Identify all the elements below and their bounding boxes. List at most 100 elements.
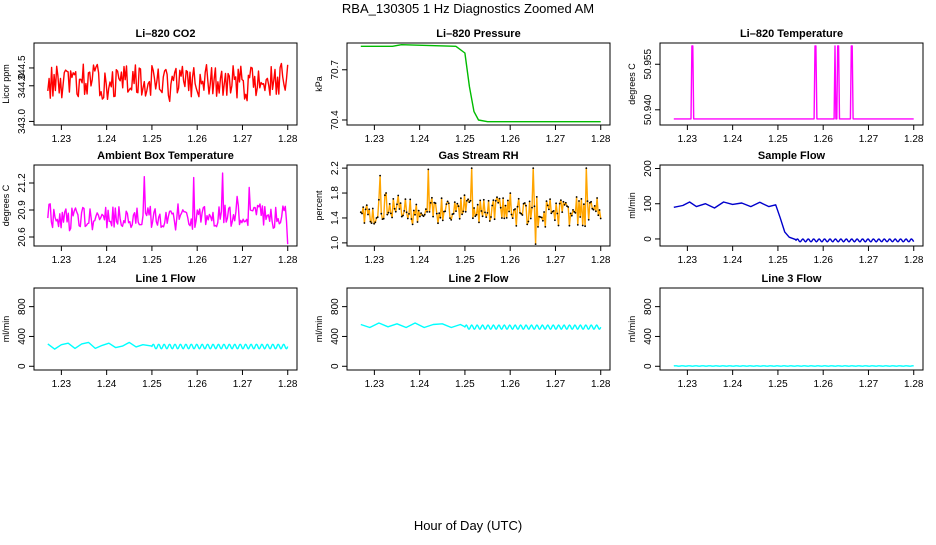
data-point <box>583 203 585 205</box>
data-point <box>362 206 364 208</box>
data-point <box>536 196 538 198</box>
data-point <box>555 202 557 204</box>
data-point <box>399 208 401 210</box>
data-point <box>594 205 596 207</box>
y-axis-label: degrees C <box>1 184 11 226</box>
data-point <box>508 211 510 213</box>
data-point <box>392 198 394 200</box>
y-tick-label: 21.2 <box>17 173 28 193</box>
x-tick-label: 1.25 <box>142 255 162 266</box>
data-point <box>409 199 411 201</box>
data-point <box>487 212 489 214</box>
chart-title: Li–820 Pressure <box>436 28 520 40</box>
data-point <box>488 200 490 202</box>
data-point <box>390 213 392 215</box>
data-point <box>458 205 460 207</box>
data-point <box>440 217 442 219</box>
x-tick-label: 1.23 <box>365 255 385 266</box>
data-point <box>576 196 578 198</box>
x-tick-label: 1.26 <box>187 379 207 390</box>
data-point <box>477 204 479 206</box>
data-point <box>518 198 520 200</box>
data-point <box>423 215 425 217</box>
x-tick-label: 1.23 <box>52 134 72 145</box>
data-point <box>515 225 517 227</box>
chart-title: Li–820 CO2 <box>136 28 196 40</box>
x-tick-label: 1.25 <box>768 134 788 145</box>
data-point <box>408 213 410 215</box>
data-point <box>512 217 514 219</box>
x-tick-label: 1.25 <box>455 379 475 390</box>
data-point <box>528 221 530 223</box>
data-point <box>448 202 450 204</box>
data-point <box>384 194 386 196</box>
y-tick-label: 0 <box>643 363 654 369</box>
x-tick-label: 1.27 <box>859 379 879 390</box>
data-point <box>505 205 507 207</box>
data-point <box>429 211 431 213</box>
data-point <box>464 194 466 196</box>
data-point <box>572 209 574 211</box>
y-tick-label: 20.9 <box>17 200 28 220</box>
data-point <box>435 202 437 204</box>
data-point <box>506 217 508 219</box>
data-point <box>415 204 417 206</box>
data-point <box>560 199 562 201</box>
x-tick-label: 1.26 <box>500 134 520 145</box>
x-tick-label: 1.24 <box>410 255 430 266</box>
data-point <box>478 222 480 224</box>
data-point <box>389 203 391 205</box>
x-tick-label: 1.27 <box>546 134 566 145</box>
x-tick-label: 1.25 <box>142 134 162 145</box>
y-tick-label: 200 <box>643 160 654 177</box>
x-tick-label: 1.23 <box>365 134 385 145</box>
data-point <box>386 214 388 216</box>
series-line-Temperature <box>674 46 914 119</box>
y-tick-label: 2.2 <box>330 161 341 175</box>
chart-title: Line 2 Flow <box>449 273 509 285</box>
data-point <box>578 200 580 202</box>
data-point <box>514 208 516 210</box>
data-point <box>472 217 474 219</box>
x-tick-label: 1.26 <box>500 379 520 390</box>
data-point <box>570 213 572 215</box>
x-tick-label: 1.24 <box>97 134 117 145</box>
data-point <box>370 221 372 223</box>
series-line-Line2 <box>361 323 601 329</box>
data-point <box>500 207 502 209</box>
data-point <box>442 220 444 222</box>
data-point <box>585 167 587 169</box>
data-point <box>450 219 452 221</box>
data-point <box>593 209 595 211</box>
x-tick-label: 1.27 <box>546 255 566 266</box>
chart-title: Sample Flow <box>758 150 826 162</box>
y-tick-label: 343.0 <box>17 108 28 133</box>
data-point <box>461 213 463 215</box>
x-tick-label: 1.26 <box>500 255 520 266</box>
data-point <box>438 212 440 214</box>
data-point <box>418 210 420 212</box>
x-tick-label: 1.26 <box>187 255 207 266</box>
x-tick-label: 1.28 <box>278 255 298 266</box>
x-tick-label: 1.28 <box>904 134 924 145</box>
data-point <box>395 211 397 213</box>
data-point <box>582 225 584 227</box>
x-tick-label: 1.25 <box>455 134 475 145</box>
data-point <box>466 200 468 202</box>
data-point <box>543 211 545 213</box>
data-point <box>454 201 456 203</box>
data-point <box>406 211 408 213</box>
data-point <box>546 200 548 202</box>
data-point <box>470 200 472 202</box>
data-point <box>599 209 601 211</box>
y-tick-label: 20.6 <box>17 227 28 247</box>
data-point <box>499 198 501 200</box>
data-point <box>432 216 434 218</box>
data-point <box>564 204 566 206</box>
data-point <box>485 216 487 218</box>
data-point <box>468 201 470 203</box>
